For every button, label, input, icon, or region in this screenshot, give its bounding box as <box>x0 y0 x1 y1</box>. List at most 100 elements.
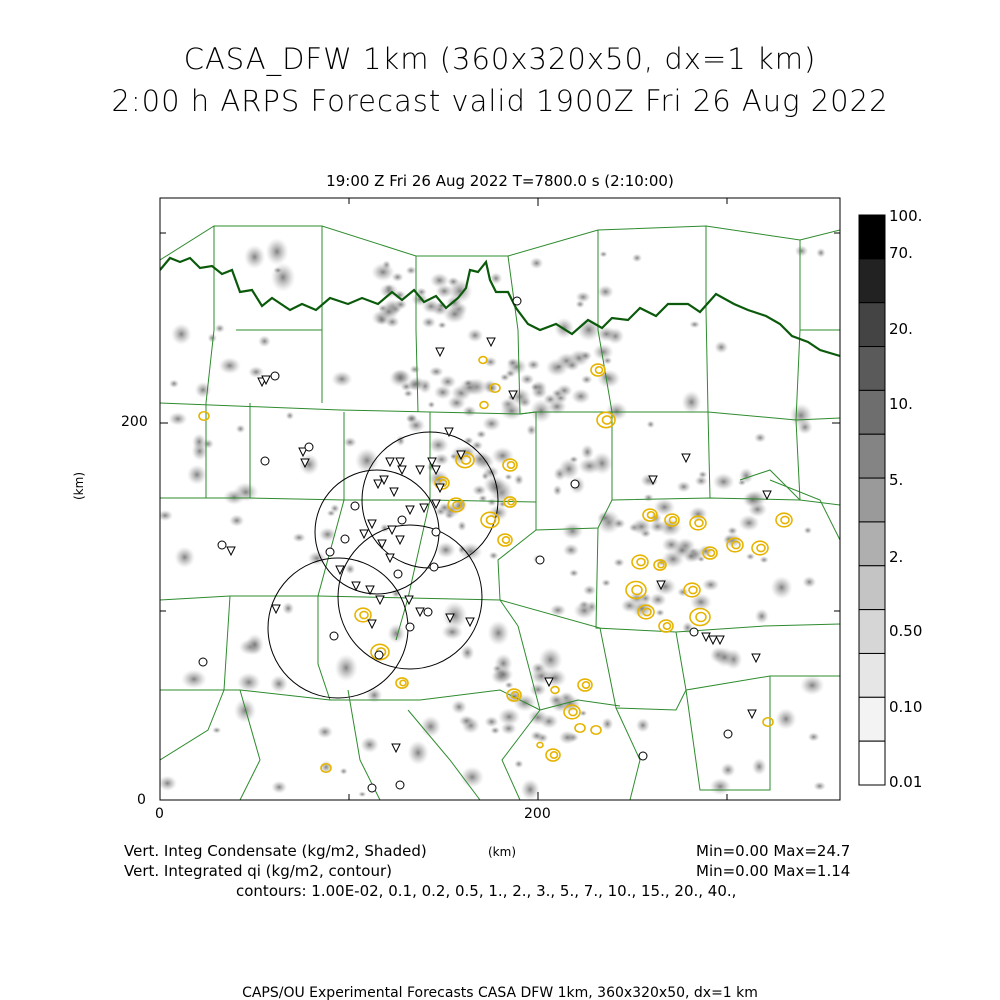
legend-qi-range: Min=0.00 Max=1.14 <box>696 862 851 880</box>
condensate-cell <box>575 291 591 303</box>
condensate-cell <box>211 726 222 734</box>
map-subtitle: 2:00 h ARPS Forecast valid 1900Z Fri 26 … <box>111 84 889 118</box>
condensate-cell <box>549 603 567 617</box>
condensate-cell <box>168 379 180 389</box>
station-triangle <box>415 465 425 476</box>
condensate-cell <box>504 369 516 378</box>
qi-contour <box>751 540 769 556</box>
footer-credit: CAPS/OU Experimental Forecasts CASA DFW … <box>242 985 758 1000</box>
condensate-cell <box>504 681 514 689</box>
contour-levels: contours: 1.00E-02, 0.1, 0.2, 0.5, 1., 2… <box>236 882 737 900</box>
station-markers <box>198 296 772 793</box>
condensate-cell <box>698 544 714 558</box>
condensate-cell <box>447 276 460 287</box>
county-border <box>415 256 419 413</box>
station-triangle <box>486 337 496 348</box>
station-triangle <box>385 457 395 468</box>
condensate-cell <box>754 608 769 624</box>
condensate-cell <box>384 315 400 328</box>
qi-contour <box>503 496 517 508</box>
qi-contour <box>480 511 500 529</box>
condensate-cell <box>499 401 524 421</box>
station-triangle <box>751 653 761 664</box>
qi-contour <box>510 691 520 699</box>
condensate-cell <box>470 450 491 468</box>
county-border <box>517 625 621 711</box>
colorbar-label: 10. <box>889 395 913 413</box>
colorbar-swatch <box>858 696 886 742</box>
condensate-cell <box>482 465 500 479</box>
condensate-cell <box>492 666 514 683</box>
county-border <box>739 469 801 501</box>
condensate-cell <box>655 608 665 617</box>
colorbar-swatch <box>858 565 886 611</box>
condensate-cell <box>816 247 826 258</box>
x-tick-200: 200 <box>524 806 551 822</box>
qi-contour <box>689 515 707 531</box>
county-border <box>205 226 215 498</box>
condensate-cell <box>181 669 207 689</box>
legend-condensate-range: Min=0.00 Max=24.7 <box>696 842 851 860</box>
qi-contour <box>695 611 707 623</box>
condensate-cell <box>653 498 676 517</box>
qi-contour <box>646 511 656 519</box>
qi-contour <box>581 681 591 689</box>
legend-condensate: Vert. Integ Condensate (kg/m2, Shaded) <box>124 842 427 860</box>
condensate-cell <box>613 557 625 568</box>
station-triangle <box>351 581 361 592</box>
condensate-cell <box>486 498 497 507</box>
county-border <box>317 412 345 701</box>
map-title: CASA_DFW 1km (360x320x50, dx=1 km) <box>183 42 817 76</box>
condensate-cell <box>519 373 535 386</box>
station-triangle <box>226 546 236 557</box>
condensate-cell <box>601 717 614 731</box>
qi-contour <box>631 584 643 596</box>
legend-qi: Vert. Integrated qi (kg/m2, contour) <box>124 862 393 880</box>
condensate-cell <box>334 653 358 682</box>
condensate-cell <box>458 714 475 727</box>
condensate-cell <box>407 740 429 766</box>
county-border <box>160 225 840 261</box>
qi-contour <box>689 607 711 627</box>
station-triangle <box>375 595 385 606</box>
condensate-cell <box>552 484 563 497</box>
condensate-cell <box>726 526 738 536</box>
station-circle <box>405 622 415 632</box>
condensate-cell <box>490 726 501 735</box>
qi-contour <box>507 498 515 506</box>
condensate-cell <box>753 432 767 443</box>
condensate-cell <box>712 472 735 491</box>
condensate-cell <box>561 522 584 540</box>
qi-contours <box>198 355 793 774</box>
qi-contour <box>460 455 472 465</box>
station-triangle <box>391 743 401 754</box>
frame-ticks <box>160 198 840 800</box>
condensate-cell <box>514 759 524 769</box>
condensate-cell <box>160 775 178 792</box>
qi-contour <box>370 643 390 661</box>
qi-contour <box>506 461 516 469</box>
station-triangle <box>681 453 691 464</box>
condensate-cell <box>409 365 421 374</box>
colorbar-swatch <box>858 740 886 786</box>
station-circle <box>395 780 405 790</box>
county-border <box>236 226 323 331</box>
condensate-cell <box>558 457 580 481</box>
condensate-cell <box>759 556 769 564</box>
condensate-cell <box>582 584 597 596</box>
condensate-cell <box>596 284 614 299</box>
condensate-cell <box>269 674 289 693</box>
qi-contour <box>545 748 561 762</box>
condensate-cell <box>243 244 266 270</box>
condensate-cell <box>649 519 666 534</box>
y-axis-label: (km) <box>72 471 86 500</box>
qi-contour <box>780 515 790 525</box>
condensate-cell <box>450 699 468 715</box>
station-triangle <box>271 604 281 615</box>
condensate-cell <box>554 363 564 371</box>
qi-contour <box>594 366 604 374</box>
station-triangle <box>359 529 369 540</box>
station-circle <box>429 562 439 572</box>
condensate-cell <box>601 578 612 587</box>
station-triangle <box>456 450 466 461</box>
